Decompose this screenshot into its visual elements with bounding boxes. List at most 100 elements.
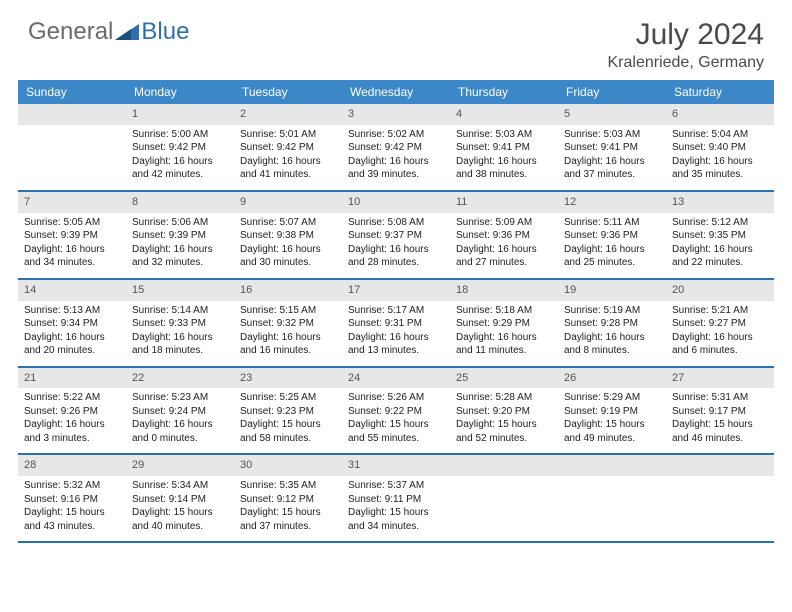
day-details: Sunrise: 5:04 AMSunset: 9:40 PMDaylight:… xyxy=(666,125,774,190)
day-detail-line: Daylight: 16 hours and 13 minutes. xyxy=(348,331,444,358)
day-number: 6 xyxy=(666,104,774,125)
day-detail-line: Sunset: 9:29 PM xyxy=(456,317,552,331)
day-number: 27 xyxy=(666,368,774,389)
day-details: Sunrise: 5:14 AMSunset: 9:33 PMDaylight:… xyxy=(126,301,234,366)
page-title: July 2024 xyxy=(607,18,764,52)
day-detail-line: Sunrise: 5:15 AM xyxy=(240,304,336,318)
calendar-cell: 6Sunrise: 5:04 AMSunset: 9:40 PMDaylight… xyxy=(666,104,774,191)
day-details: Sunrise: 5:08 AMSunset: 9:37 PMDaylight:… xyxy=(342,213,450,278)
day-number: 20 xyxy=(666,280,774,301)
day-number: 25 xyxy=(450,368,558,389)
day-number: 13 xyxy=(666,192,774,213)
calendar-cell: 10Sunrise: 5:08 AMSunset: 9:37 PMDayligh… xyxy=(342,191,450,279)
day-details xyxy=(18,125,126,175)
calendar-cell: 25Sunrise: 5:28 AMSunset: 9:20 PMDayligh… xyxy=(450,367,558,455)
calendar-cell: 9Sunrise: 5:07 AMSunset: 9:38 PMDaylight… xyxy=(234,191,342,279)
calendar-cell: 27Sunrise: 5:31 AMSunset: 9:17 PMDayligh… xyxy=(666,367,774,455)
day-details: Sunrise: 5:32 AMSunset: 9:16 PMDaylight:… xyxy=(18,476,126,541)
day-header-row: SundayMondayTuesdayWednesdayThursdayFrid… xyxy=(18,80,774,104)
calendar-week-row: 21Sunrise: 5:22 AMSunset: 9:26 PMDayligh… xyxy=(18,367,774,455)
day-detail-line: Daylight: 15 hours and 58 minutes. xyxy=(240,418,336,445)
calendar-week-row: 1Sunrise: 5:00 AMSunset: 9:42 PMDaylight… xyxy=(18,104,774,191)
day-header: Thursday xyxy=(450,80,558,104)
day-number: 4 xyxy=(450,104,558,125)
calendar-body: 1Sunrise: 5:00 AMSunset: 9:42 PMDaylight… xyxy=(18,104,774,542)
day-detail-line: Sunset: 9:16 PM xyxy=(24,493,120,507)
day-details: Sunrise: 5:03 AMSunset: 9:41 PMDaylight:… xyxy=(450,125,558,190)
day-details: Sunrise: 5:34 AMSunset: 9:14 PMDaylight:… xyxy=(126,476,234,541)
day-detail-line: Sunrise: 5:02 AM xyxy=(348,128,444,142)
day-detail-line: Sunrise: 5:06 AM xyxy=(132,216,228,230)
day-detail-line: Sunrise: 5:09 AM xyxy=(456,216,552,230)
calendar-cell: 24Sunrise: 5:26 AMSunset: 9:22 PMDayligh… xyxy=(342,367,450,455)
day-detail-line: Sunrise: 5:05 AM xyxy=(24,216,120,230)
day-detail-line: Sunset: 9:42 PM xyxy=(240,141,336,155)
day-number xyxy=(558,455,666,476)
day-detail-line: Sunset: 9:36 PM xyxy=(456,229,552,243)
day-detail-line: Sunset: 9:26 PM xyxy=(24,405,120,419)
day-details: Sunrise: 5:23 AMSunset: 9:24 PMDaylight:… xyxy=(126,388,234,453)
day-details: Sunrise: 5:31 AMSunset: 9:17 PMDaylight:… xyxy=(666,388,774,453)
calendar-cell: 2Sunrise: 5:01 AMSunset: 9:42 PMDaylight… xyxy=(234,104,342,191)
day-detail-line: Daylight: 16 hours and 8 minutes. xyxy=(564,331,660,358)
day-details xyxy=(666,476,774,526)
day-detail-line: Sunrise: 5:12 AM xyxy=(672,216,768,230)
calendar-table: SundayMondayTuesdayWednesdayThursdayFrid… xyxy=(18,80,774,543)
day-details xyxy=(450,476,558,526)
day-header: Friday xyxy=(558,80,666,104)
day-detail-line: Sunrise: 5:22 AM xyxy=(24,391,120,405)
calendar-cell: 14Sunrise: 5:13 AMSunset: 9:34 PMDayligh… xyxy=(18,279,126,367)
day-detail-line: Sunset: 9:12 PM xyxy=(240,493,336,507)
day-number: 15 xyxy=(126,280,234,301)
day-details xyxy=(558,476,666,526)
calendar-week-row: 28Sunrise: 5:32 AMSunset: 9:16 PMDayligh… xyxy=(18,454,774,542)
calendar-cell xyxy=(450,454,558,542)
day-detail-line: Daylight: 16 hours and 35 minutes. xyxy=(672,155,768,182)
day-detail-line: Sunrise: 5:18 AM xyxy=(456,304,552,318)
day-number: 2 xyxy=(234,104,342,125)
day-detail-line: Daylight: 15 hours and 52 minutes. xyxy=(456,418,552,445)
day-details: Sunrise: 5:17 AMSunset: 9:31 PMDaylight:… xyxy=(342,301,450,366)
day-number: 9 xyxy=(234,192,342,213)
day-number xyxy=(18,104,126,125)
day-details: Sunrise: 5:18 AMSunset: 9:29 PMDaylight:… xyxy=(450,301,558,366)
day-details: Sunrise: 5:19 AMSunset: 9:28 PMDaylight:… xyxy=(558,301,666,366)
day-detail-line: Daylight: 16 hours and 18 minutes. xyxy=(132,331,228,358)
day-detail-line: Sunset: 9:17 PM xyxy=(672,405,768,419)
day-detail-line: Sunrise: 5:07 AM xyxy=(240,216,336,230)
day-number: 18 xyxy=(450,280,558,301)
day-detail-line: Daylight: 16 hours and 16 minutes. xyxy=(240,331,336,358)
day-details: Sunrise: 5:02 AMSunset: 9:42 PMDaylight:… xyxy=(342,125,450,190)
day-detail-line: Sunset: 9:20 PM xyxy=(456,405,552,419)
day-number: 24 xyxy=(342,368,450,389)
day-details: Sunrise: 5:25 AMSunset: 9:23 PMDaylight:… xyxy=(234,388,342,453)
day-number: 11 xyxy=(450,192,558,213)
day-number: 12 xyxy=(558,192,666,213)
day-detail-line: Sunset: 9:22 PM xyxy=(348,405,444,419)
day-detail-line: Sunset: 9:40 PM xyxy=(672,141,768,155)
day-details: Sunrise: 5:06 AMSunset: 9:39 PMDaylight:… xyxy=(126,213,234,278)
logo: General Blue xyxy=(28,18,189,46)
day-detail-line: Sunset: 9:41 PM xyxy=(564,141,660,155)
calendar-cell: 20Sunrise: 5:21 AMSunset: 9:27 PMDayligh… xyxy=(666,279,774,367)
day-detail-line: Sunrise: 5:08 AM xyxy=(348,216,444,230)
day-number: 16 xyxy=(234,280,342,301)
day-detail-line: Daylight: 15 hours and 34 minutes. xyxy=(348,506,444,533)
calendar-week-row: 7Sunrise: 5:05 AMSunset: 9:39 PMDaylight… xyxy=(18,191,774,279)
day-number: 19 xyxy=(558,280,666,301)
calendar-cell: 8Sunrise: 5:06 AMSunset: 9:39 PMDaylight… xyxy=(126,191,234,279)
day-number: 28 xyxy=(18,455,126,476)
day-number xyxy=(666,455,774,476)
day-detail-line: Sunset: 9:31 PM xyxy=(348,317,444,331)
day-detail-line: Daylight: 15 hours and 46 minutes. xyxy=(672,418,768,445)
day-details: Sunrise: 5:15 AMSunset: 9:32 PMDaylight:… xyxy=(234,301,342,366)
day-detail-line: Daylight: 16 hours and 22 minutes. xyxy=(672,243,768,270)
calendar-cell: 30Sunrise: 5:35 AMSunset: 9:12 PMDayligh… xyxy=(234,454,342,542)
day-detail-line: Sunrise: 5:14 AM xyxy=(132,304,228,318)
day-details: Sunrise: 5:26 AMSunset: 9:22 PMDaylight:… xyxy=(342,388,450,453)
calendar-cell: 13Sunrise: 5:12 AMSunset: 9:35 PMDayligh… xyxy=(666,191,774,279)
day-detail-line: Daylight: 15 hours and 40 minutes. xyxy=(132,506,228,533)
calendar-cell: 21Sunrise: 5:22 AMSunset: 9:26 PMDayligh… xyxy=(18,367,126,455)
day-detail-line: Sunset: 9:42 PM xyxy=(132,141,228,155)
day-details: Sunrise: 5:07 AMSunset: 9:38 PMDaylight:… xyxy=(234,213,342,278)
